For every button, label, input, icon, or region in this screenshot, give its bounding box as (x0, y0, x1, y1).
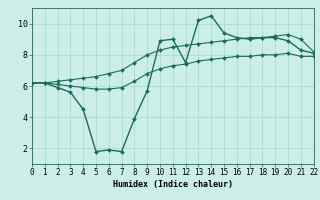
X-axis label: Humidex (Indice chaleur): Humidex (Indice chaleur) (113, 180, 233, 189)
